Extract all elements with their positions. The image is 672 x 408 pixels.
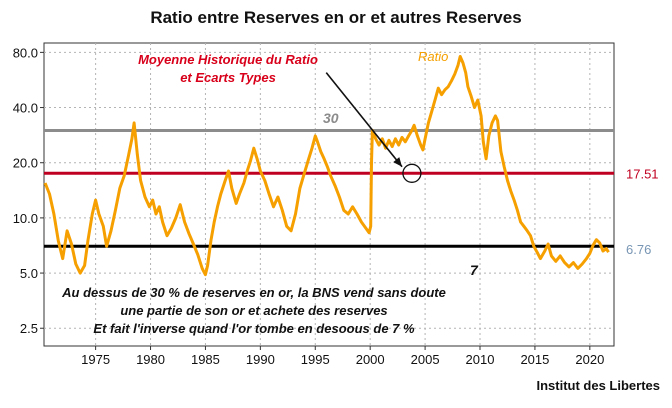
chart-title: Ratio entre Reserves en or et autres Res… [150, 8, 522, 27]
x-tick-label: 1990 [246, 352, 275, 367]
series-layer [43, 55, 610, 277]
ratio-series-label: Ratio [418, 49, 448, 64]
note-line-3: Et fait l'inverse quand l'or tombe en de… [93, 321, 415, 336]
y-tick-label: 40.0 [13, 101, 38, 116]
red-note-line-2: et Ecarts Types [180, 70, 276, 85]
x-tick-label: 2005 [411, 352, 440, 367]
y-tick-label: 2.5 [20, 321, 38, 336]
note-line-2: une partie de son or et achete des reser… [120, 303, 387, 318]
level-30-label: 30 [323, 110, 339, 126]
x-tick-label: 1980 [136, 352, 165, 367]
y-tick-label: 5.0 [20, 266, 38, 281]
plot-area [43, 42, 615, 347]
x-tick-label: 1975 [81, 352, 110, 367]
x-tick-label: 1995 [301, 352, 330, 367]
level-7-label: 7 [470, 262, 479, 278]
arrow-shaft [325, 72, 403, 168]
red-note-line-1: Moyenne Historique du Ratio [138, 52, 318, 67]
series-line-ratio [43, 55, 610, 277]
x-tick-label: 2015 [520, 352, 549, 367]
y-tick-label: 10.0 [13, 211, 38, 226]
right-value-label: 6.76 [626, 242, 651, 257]
x-tick-label: 2010 [466, 352, 495, 367]
x-tick-label: 2000 [356, 352, 385, 367]
note-line-1: Au dessus de 30 % de reserves en or, la … [61, 285, 446, 300]
right-value-label: 17.51 [626, 166, 659, 181]
axis-layer: 1975 1980 1985 1990 1995 2000 2005 2010 2015 2020… [13, 45, 605, 367]
highlight-circle [402, 163, 422, 183]
y-tick-label: 80.0 [13, 45, 38, 60]
x-tick-label: 2020 [575, 352, 604, 367]
annotation-layer: Moyenne Historique du Ratio et Ecarts Ty… [61, 49, 658, 336]
source-credit: Institut des Libertes [536, 378, 660, 393]
x-tick-label: 1985 [191, 352, 220, 367]
y-tick-label: 20.0 [13, 156, 38, 171]
arrow-head [393, 157, 403, 167]
